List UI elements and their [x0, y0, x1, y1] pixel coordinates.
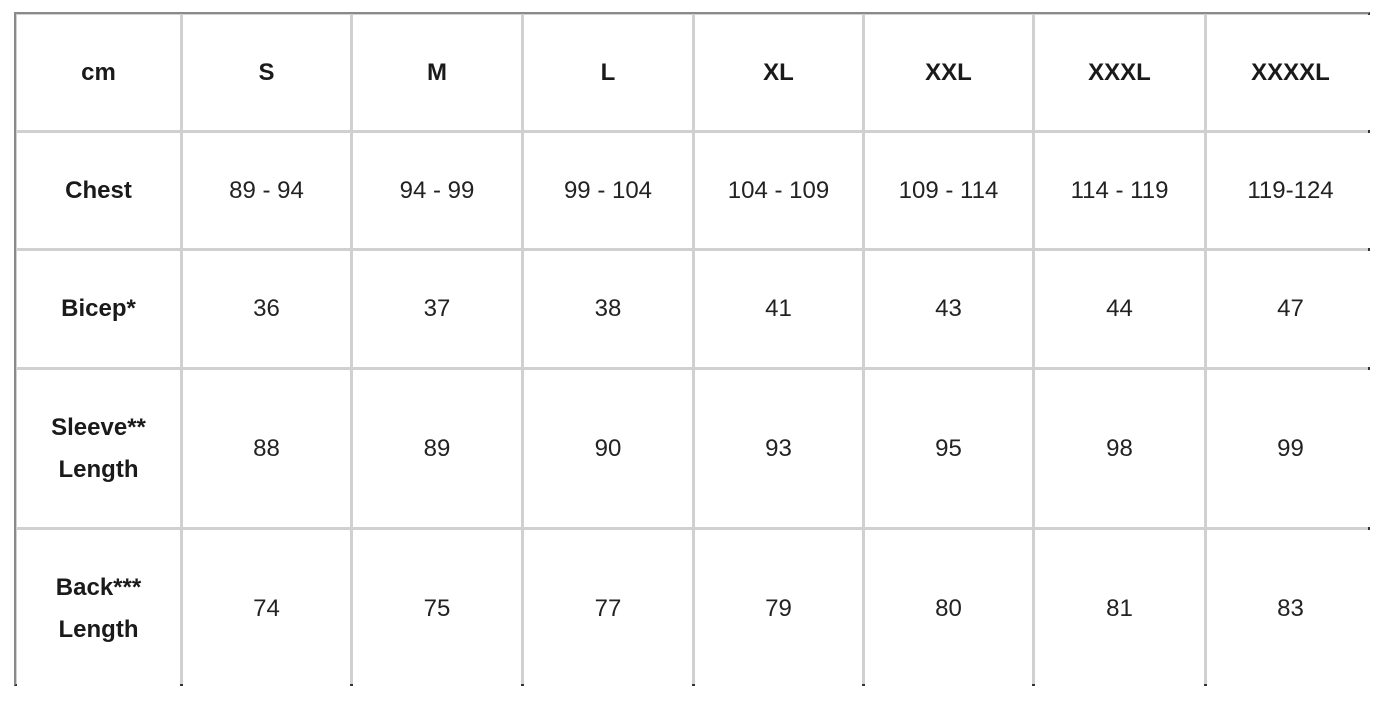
- table-cell: 41: [695, 251, 862, 367]
- table-cell: 75: [353, 530, 521, 687]
- header-unit: cm: [17, 15, 180, 130]
- table-cell: 37: [353, 251, 521, 367]
- table-cell: 88: [183, 370, 350, 527]
- table-cell: 98: [1035, 370, 1204, 527]
- row-label-line: Length: [58, 615, 139, 643]
- table-cell: 89: [353, 370, 521, 527]
- table-cell: 89 - 94: [183, 133, 350, 248]
- table-cell: 119-124: [1207, 133, 1374, 248]
- table-cell: 79: [695, 530, 862, 687]
- row-label-line: Back***: [55, 573, 142, 601]
- header-size: XXXXL: [1207, 15, 1374, 130]
- row-label-line: Sleeve**: [51, 413, 146, 441]
- table-cell: 109 - 114: [865, 133, 1032, 248]
- table-cell: 36: [183, 251, 350, 367]
- table-cell: 104 - 109: [695, 133, 862, 248]
- size-chart-table: cm S M L XL XXL XXXL XXXXL Chest 89 - 94 94 - 99 9…: [14, 12, 1374, 687]
- row-label-line: Length: [58, 455, 139, 483]
- table-cell: 93: [695, 370, 862, 527]
- table-cell: 47: [1207, 251, 1374, 367]
- table-cell: 81: [1035, 530, 1204, 687]
- table-cell: 83: [1207, 530, 1374, 687]
- row-label: Bicep*: [17, 251, 180, 367]
- table-cell: 94 - 99: [353, 133, 521, 248]
- header-size: L: [524, 15, 692, 130]
- header-size: XXXL: [1035, 15, 1204, 130]
- row-label-line: Chest: [65, 176, 132, 204]
- row-label: Sleeve** Length: [17, 370, 180, 527]
- table-cell: 38: [524, 251, 692, 367]
- table-cell: 95: [865, 370, 1032, 527]
- table-cell: 77: [524, 530, 692, 687]
- header-size: M: [353, 15, 521, 130]
- table-cell: 74: [183, 530, 350, 687]
- header-size: XL: [695, 15, 862, 130]
- table-cell: 99: [1207, 370, 1374, 527]
- table-cell: 44: [1035, 251, 1204, 367]
- table-cell: 114 - 119: [1035, 133, 1204, 248]
- row-label: Chest: [17, 133, 180, 248]
- row-label-line: Bicep*: [61, 295, 136, 322]
- row-label: Back*** Length: [17, 530, 180, 687]
- header-size: XXL: [865, 15, 1032, 130]
- table-cell: 43: [865, 251, 1032, 367]
- table-cell: 80: [865, 530, 1032, 687]
- table-cell: 90: [524, 370, 692, 527]
- header-size: S: [183, 15, 350, 130]
- table-cell: 99 - 104: [524, 133, 692, 248]
